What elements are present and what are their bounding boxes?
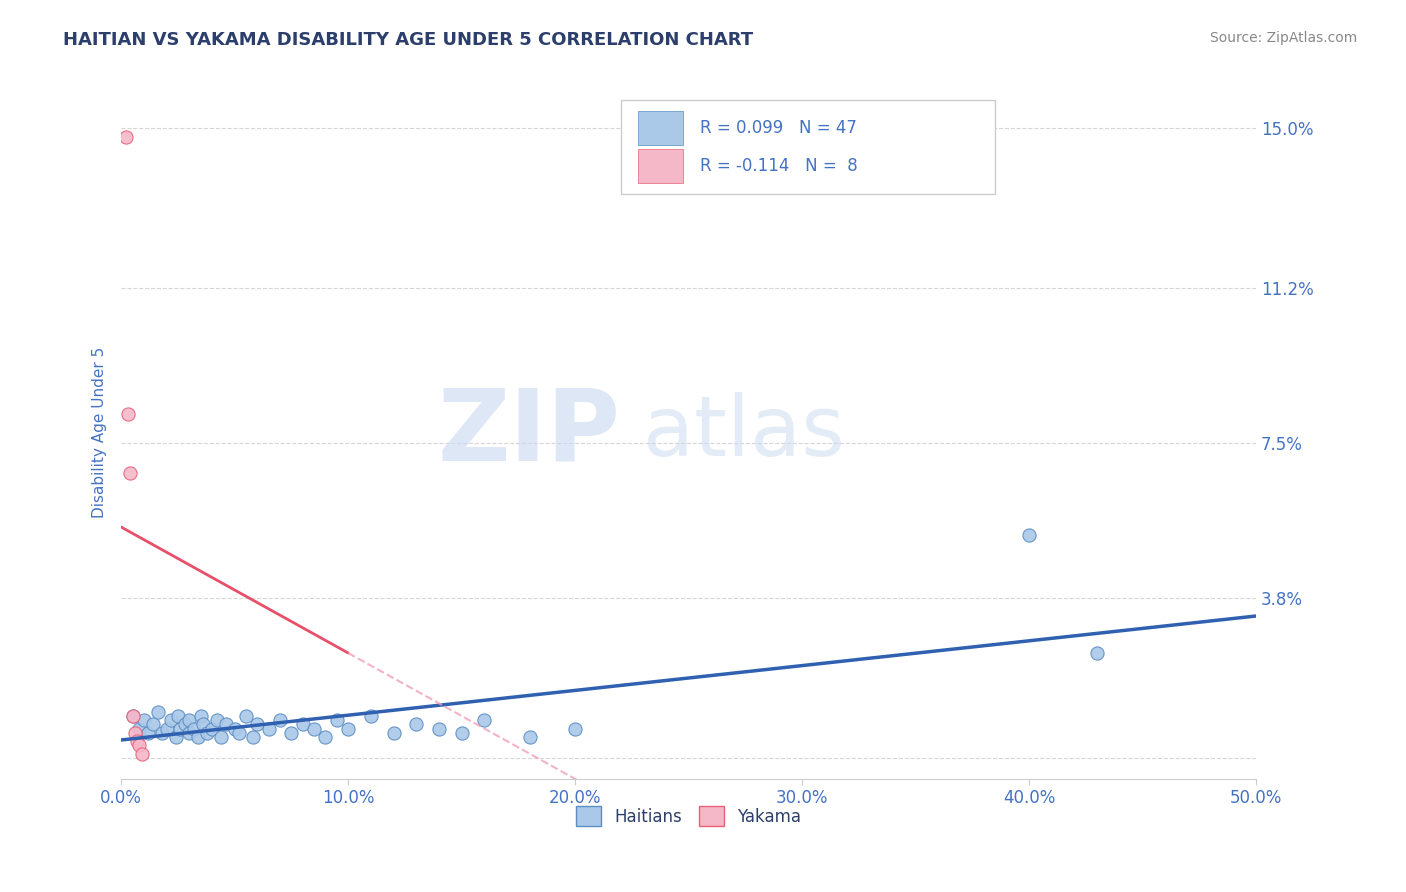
Bar xyxy=(637,111,683,145)
Point xyxy=(269,713,291,727)
Point xyxy=(173,717,195,731)
Point xyxy=(167,709,190,723)
Text: R = 0.099   N = 47: R = 0.099 N = 47 xyxy=(700,119,856,136)
Point xyxy=(257,722,280,736)
Point xyxy=(121,709,143,723)
Text: ZIP: ZIP xyxy=(437,384,620,481)
Point xyxy=(142,717,165,731)
Text: atlas: atlas xyxy=(644,392,845,473)
Point xyxy=(214,717,236,731)
Point xyxy=(114,129,136,144)
Point xyxy=(187,730,209,744)
Point xyxy=(120,466,142,480)
Point xyxy=(165,730,187,744)
Point xyxy=(382,725,405,739)
Legend: Haitians, Yakama: Haitians, Yakama xyxy=(569,799,808,833)
FancyBboxPatch shape xyxy=(620,100,995,194)
Point xyxy=(242,730,264,744)
Point xyxy=(191,717,214,731)
Point xyxy=(302,722,325,736)
Point xyxy=(138,725,160,739)
Point xyxy=(127,734,149,748)
Point xyxy=(197,725,219,739)
Point xyxy=(1018,528,1040,542)
Point xyxy=(169,722,191,736)
Point xyxy=(132,713,155,727)
Point xyxy=(156,722,179,736)
Point xyxy=(150,725,173,739)
Text: HAITIAN VS YAKAMA DISABILITY AGE UNDER 5 CORRELATION CHART: HAITIAN VS YAKAMA DISABILITY AGE UNDER 5… xyxy=(63,31,754,49)
Point xyxy=(179,725,201,739)
Point xyxy=(131,747,153,761)
Point xyxy=(128,739,150,753)
Point xyxy=(179,713,201,727)
Point xyxy=(1085,646,1108,660)
Point xyxy=(235,709,257,723)
Point xyxy=(315,730,337,744)
Point xyxy=(519,730,541,744)
Point xyxy=(146,705,169,719)
Point xyxy=(205,713,228,727)
Bar xyxy=(637,149,683,184)
Text: R = -0.114   N =  8: R = -0.114 N = 8 xyxy=(700,157,858,175)
Point xyxy=(246,717,269,731)
Point xyxy=(474,713,496,727)
Point xyxy=(160,713,183,727)
Point xyxy=(190,709,212,723)
Point xyxy=(124,725,146,739)
Point xyxy=(128,722,150,736)
Point xyxy=(427,722,450,736)
Point xyxy=(450,725,472,739)
Point xyxy=(121,709,143,723)
Point xyxy=(564,722,586,736)
Point xyxy=(117,407,139,421)
Point xyxy=(280,725,302,739)
Point xyxy=(291,717,314,731)
Point xyxy=(228,725,250,739)
Point xyxy=(405,717,427,731)
Y-axis label: Disability Age Under 5: Disability Age Under 5 xyxy=(93,347,107,518)
Point xyxy=(360,709,382,723)
Point xyxy=(224,722,246,736)
Text: Source: ZipAtlas.com: Source: ZipAtlas.com xyxy=(1209,31,1357,45)
Point xyxy=(209,730,232,744)
Point xyxy=(183,722,205,736)
Point xyxy=(326,713,349,727)
Point xyxy=(337,722,360,736)
Point xyxy=(201,722,224,736)
